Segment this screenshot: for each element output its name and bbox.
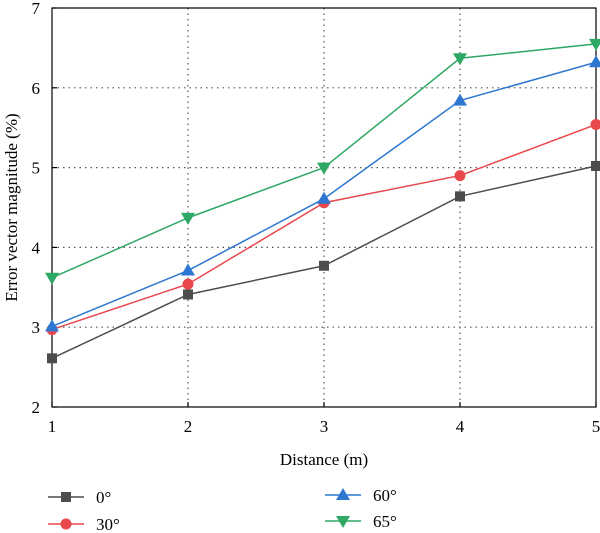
data-point [47,353,57,364]
data-point [591,161,600,172]
x-tick-label: 5 [592,417,600,436]
x-axis-title: Distance (m) [280,450,368,469]
data-point [183,289,193,300]
x-tick-label: 3 [320,417,329,436]
x-tick-label: 2 [184,417,193,436]
legend-label: 65° [373,512,397,531]
x-tick-label: 1 [48,417,57,436]
legend-item: 60° [325,486,397,505]
y-tick-label: 3 [32,318,41,337]
legend-item: 65° [325,512,397,531]
x-tick-label: 4 [456,417,465,436]
legend-label: 0° [96,488,111,507]
series-group [45,38,600,364]
y-tick-label: 4 [32,238,41,257]
series-1 [46,119,600,336]
data-point [589,55,600,68]
data-point [181,212,195,225]
data-point [45,319,59,332]
series-line [51,123,597,331]
legend-label: 60° [373,486,397,505]
series-0 [47,161,600,364]
data-point [589,38,600,51]
series-2 [45,55,600,332]
data-point [182,278,194,290]
data-point [45,272,59,285]
series-3 [45,38,600,285]
data-point [181,263,195,276]
y-tick-label: 5 [32,159,41,178]
legend-marker [61,492,71,502]
data-point [317,162,331,175]
y-tick-label: 7 [32,0,41,18]
data-point [454,170,466,182]
legend-marker [60,518,72,530]
y-tick-label: 2 [32,398,41,417]
y-axis-title: Error vector magnitude (%) [2,113,21,301]
legend-item: 30° [48,515,120,533]
data-point [317,191,331,204]
data-point [455,191,465,202]
data-point [590,119,600,131]
series-line [51,43,597,279]
legend-label: 30° [96,515,120,533]
y-tick-label: 6 [32,79,41,98]
legend-marker [336,516,350,528]
data-point [453,53,467,66]
legend-item: 0° [48,488,111,507]
data-point [453,93,467,106]
legend: 0° 30° 60° 65° [48,486,397,533]
data-point [319,260,329,271]
legend-marker [336,488,350,500]
